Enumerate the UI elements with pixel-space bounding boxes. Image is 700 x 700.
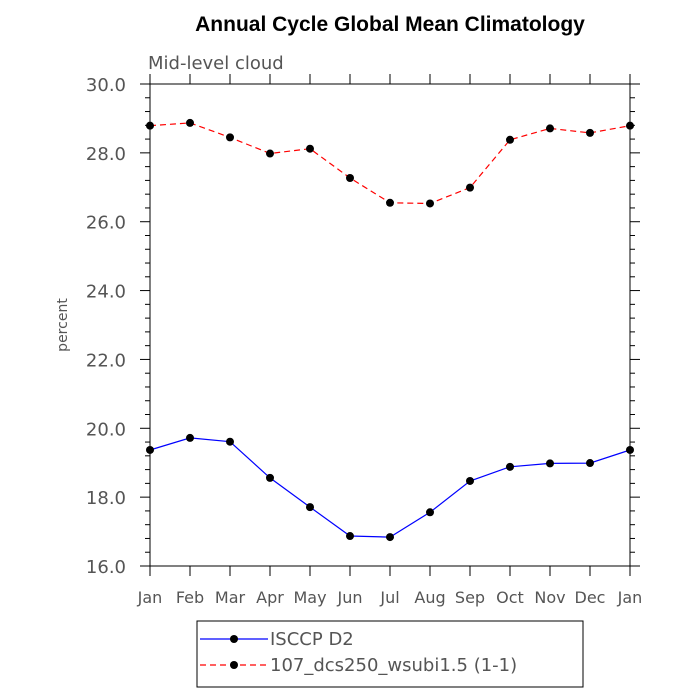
- legend-marker: [230, 635, 238, 643]
- data-point: [346, 173, 354, 182]
- axis-ticks: [140, 74, 640, 576]
- y-tick-label: 30.0: [86, 75, 126, 96]
- x-tick-label: Jan: [137, 588, 163, 607]
- data-point: [626, 445, 634, 454]
- series-line-2: [149, 122, 631, 205]
- x-tick-label: Jun: [337, 588, 363, 607]
- legend-label: 107_dcs250_wsubi1.5 (1-1): [270, 655, 517, 676]
- x-tick-label: Oct: [496, 588, 524, 607]
- data-point: [306, 144, 314, 153]
- data-point: [266, 473, 274, 482]
- y-tick-label: 16.0: [86, 557, 126, 578]
- plot-area: [149, 83, 631, 567]
- x-tick-label: Feb: [176, 588, 204, 607]
- data-point: [426, 508, 434, 517]
- data-point: [226, 437, 234, 446]
- data-point: [466, 183, 474, 192]
- series-layer: [146, 118, 634, 542]
- data-point: [466, 476, 474, 485]
- y-tick-label: 22.0: [86, 350, 126, 371]
- data-point: [386, 198, 394, 207]
- x-tick-label: May: [293, 588, 326, 607]
- x-tick-label: Jul: [379, 588, 399, 607]
- data-point: [386, 533, 394, 542]
- x-tick-label: Nov: [534, 588, 565, 607]
- data-point: [626, 121, 634, 130]
- chart-subtitle: Mid-level cloud: [148, 53, 284, 74]
- legend-box: [196, 620, 584, 688]
- data-point: [546, 459, 554, 468]
- x-tick-label: Aug: [414, 588, 445, 607]
- data-point: [266, 149, 274, 158]
- legend-marker: [230, 661, 238, 669]
- x-axis-labels: Jan Feb Mar Apr May Jun Jul Aug Sep Oct Nov Dec Jan: [137, 588, 643, 607]
- y-tick-label: 26.0: [86, 213, 126, 234]
- data-point: [506, 462, 514, 471]
- data-point: [546, 124, 554, 133]
- y-tick-label: 24.0: [86, 282, 126, 303]
- data-point: [146, 445, 154, 454]
- data-point: [346, 532, 354, 541]
- data-point: [186, 433, 194, 442]
- y-axis-labels: 16.0 18.0 20.0 22.0 24.0 26.0 28.0 30.0: [86, 75, 126, 578]
- data-point: [506, 135, 514, 144]
- x-tick-label: Dec: [575, 588, 606, 607]
- x-tick-label: Sep: [455, 588, 485, 607]
- data-point: [586, 128, 594, 137]
- x-tick-label: Apr: [256, 588, 284, 607]
- legend: ISCCP D2 107_dcs250_wsubi1.5 (1-1): [196, 620, 584, 688]
- data-point: [306, 503, 314, 512]
- y-axis-label: percent: [55, 298, 71, 352]
- data-point: [186, 118, 194, 127]
- legend-label: ISCCP D2: [270, 629, 354, 650]
- data-point: [226, 133, 234, 142]
- y-tick-label: 20.0: [86, 419, 126, 440]
- chart-title: Annual Cycle Global Mean Climatology: [195, 13, 585, 36]
- x-tick-label: Jan: [617, 588, 643, 607]
- data-point: [586, 459, 594, 468]
- series-line-1: [149, 437, 631, 538]
- y-tick-label: 18.0: [86, 488, 126, 509]
- x-tick-label: Mar: [215, 588, 246, 607]
- y-tick-label: 28.0: [86, 144, 126, 165]
- data-point: [426, 199, 434, 208]
- data-point: [146, 121, 154, 130]
